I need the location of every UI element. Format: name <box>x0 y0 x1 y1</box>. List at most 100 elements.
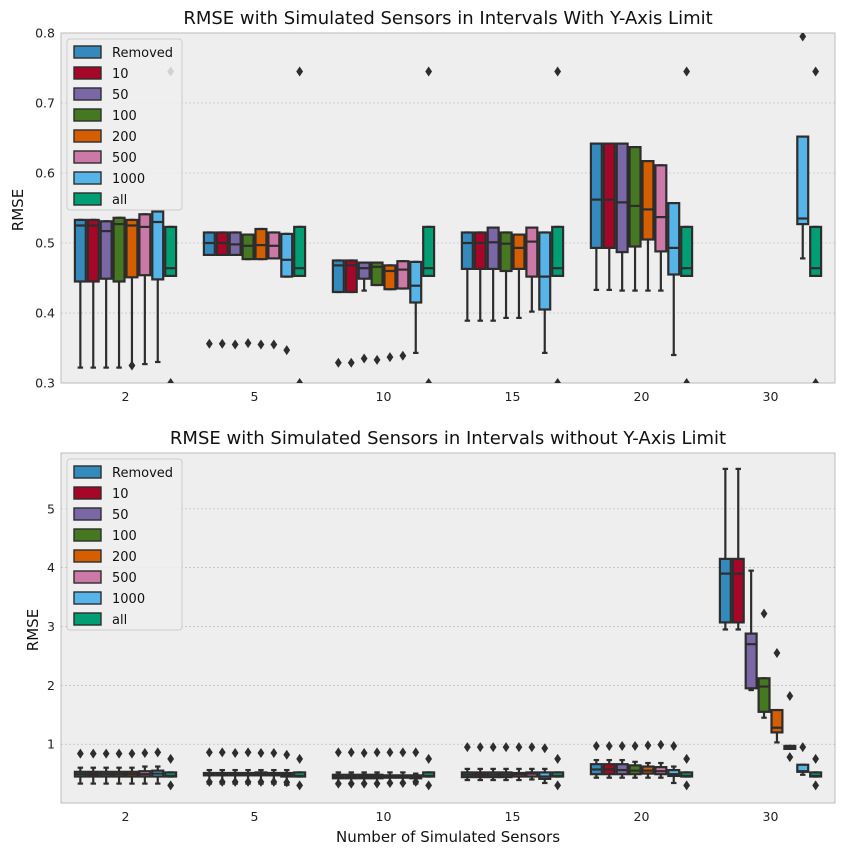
box-all-20 <box>680 66 694 383</box>
x-tick-label: 10 <box>376 389 392 404</box>
box-10-30 <box>731 467 745 631</box>
box-body <box>422 225 436 277</box>
box-10-2 <box>86 218 100 369</box>
box-500-20 <box>654 164 668 292</box>
box-body <box>86 218 100 283</box>
outlier-point <box>167 780 175 791</box>
box-200-15 <box>512 233 526 319</box>
box-200-2 <box>125 748 139 785</box>
legend-label: 500 <box>112 151 137 166</box>
box-1000-30 <box>796 742 810 776</box>
box-500-30 <box>783 690 797 763</box>
box-Removed-5 <box>202 747 216 787</box>
legend-label: all <box>112 613 127 628</box>
box-body <box>125 218 139 279</box>
legend-label: 500 <box>112 571 137 586</box>
y-tick-label: 0.3 <box>35 376 55 391</box>
outlier-point <box>799 742 807 753</box>
box-body <box>331 259 345 294</box>
outlier-point <box>463 742 471 753</box>
box-body <box>615 142 629 254</box>
box-500-5 <box>267 231 281 350</box>
box-100-10 <box>370 747 384 789</box>
outlier-point <box>683 780 691 791</box>
box-all-10 <box>422 753 436 791</box>
outlier-point <box>541 743 549 754</box>
box-body <box>99 220 113 280</box>
outlier-point <box>373 778 381 789</box>
box-10-2 <box>86 748 100 785</box>
box-body <box>718 557 732 624</box>
box-body <box>796 135 810 226</box>
outlier-point <box>489 742 497 753</box>
box-body <box>383 264 397 291</box>
box-1000-10 <box>409 747 423 787</box>
box-100-20 <box>628 146 642 292</box>
box-50-20 <box>615 142 629 292</box>
legend-label: 200 <box>112 130 137 145</box>
box-50-5 <box>228 231 242 350</box>
x-tick-label: 30 <box>763 809 779 824</box>
box-all-30 <box>809 753 823 791</box>
box-1000-5 <box>280 749 294 788</box>
box-200-10 <box>383 747 397 788</box>
x-tick-label: 10 <box>376 809 392 824</box>
box-Removed-5 <box>202 231 216 349</box>
box-all-10 <box>422 66 436 383</box>
legend-label: Removed <box>112 466 173 481</box>
outlier-point <box>167 378 175 383</box>
box-all-15 <box>551 753 565 791</box>
x-tick-label: 20 <box>634 389 650 404</box>
legend-swatch <box>73 591 102 605</box>
legend-label: Removed <box>112 46 173 61</box>
box-body <box>357 261 371 280</box>
outlier-point <box>167 753 175 764</box>
outlier-point <box>360 353 368 364</box>
outlier-point <box>399 747 407 758</box>
box-body <box>744 632 758 690</box>
chart-panel-without-limit: RMSE with Simulated Sensors in Intervals… <box>24 428 836 846</box>
outlier-point <box>631 740 639 751</box>
box-10-15 <box>473 231 487 322</box>
outlier-point <box>257 776 265 787</box>
y-tick-label: 2 <box>47 678 55 693</box>
box-body <box>680 225 694 277</box>
box-500-10 <box>396 260 410 361</box>
outlier-point <box>154 747 162 758</box>
outlier-point <box>644 740 652 751</box>
box-500-5 <box>267 748 281 787</box>
box-all-15 <box>551 66 565 383</box>
box-100-5 <box>241 747 255 787</box>
legend-label: 1000 <box>112 592 145 607</box>
box-10-20 <box>602 740 616 779</box>
legend-label: 100 <box>112 109 137 124</box>
box-body <box>602 142 616 250</box>
y-axis-label: RMSE <box>9 189 27 231</box>
legend-swatch <box>73 486 102 500</box>
y-tick-label: 0.5 <box>35 236 55 251</box>
legend-label: 100 <box>112 529 137 544</box>
outlier-point <box>812 780 820 791</box>
x-tick-label: 15 <box>505 389 521 404</box>
outlier-point <box>683 378 691 383</box>
box-500-2 <box>138 213 152 366</box>
box-body <box>396 260 410 290</box>
outlier-point <box>773 648 781 658</box>
legend-swatch <box>73 570 102 584</box>
legend-swatch <box>73 528 102 542</box>
box-body <box>667 768 681 778</box>
legend-label: 1000 <box>112 172 145 187</box>
outlier-point <box>399 778 407 788</box>
outlier-point <box>373 354 381 365</box>
plot-area <box>60 32 836 384</box>
outlier-point <box>425 753 433 764</box>
legend-swatch <box>73 66 102 80</box>
outlier-point <box>244 747 252 758</box>
outlier-point <box>812 378 820 383</box>
box-body <box>628 146 642 248</box>
box-1000-5 <box>280 232 294 356</box>
legend-label: 10 <box>112 487 129 502</box>
outlier-point <box>334 747 342 758</box>
outlier-point <box>502 742 510 753</box>
